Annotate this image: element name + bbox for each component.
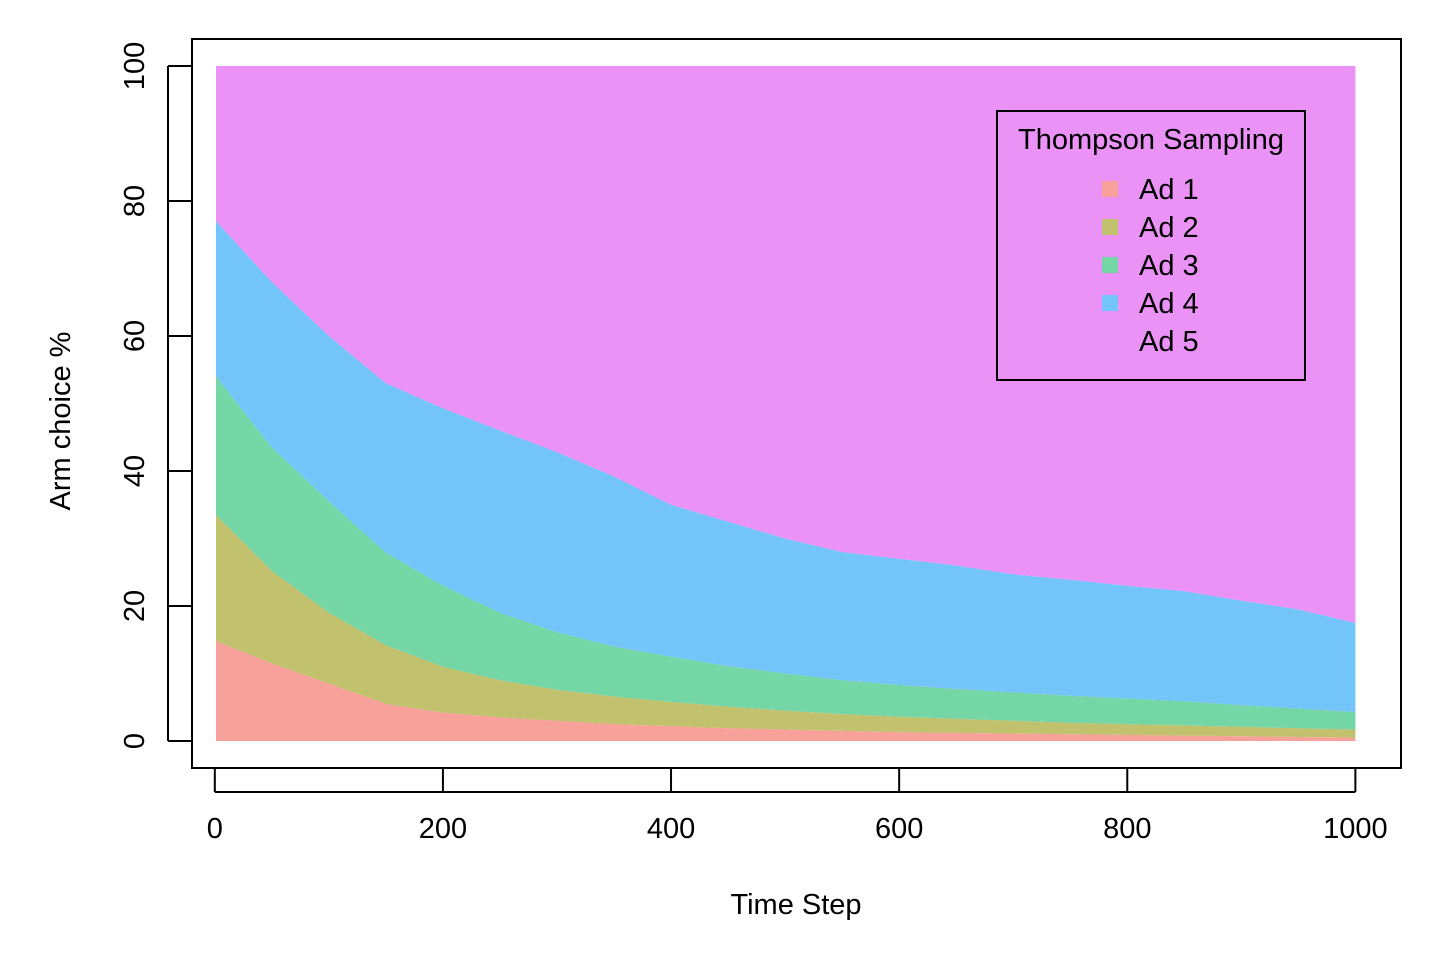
legend-title: Thompson Sampling <box>1018 124 1284 156</box>
legend-item: Ad 5 <box>1102 326 1199 358</box>
area-series-ad-4 <box>216 221 1356 713</box>
legend-label: Ad 1 <box>1139 174 1199 206</box>
area-series-ad-5 <box>216 66 1356 623</box>
area-series-ad-1 <box>216 641 1356 741</box>
y-tick-label: 100 <box>119 42 151 90</box>
legend-item: Ad 1 <box>1102 174 1199 206</box>
y-axis: 0 20 40 60 80 100 <box>119 42 192 749</box>
legend-label: Ad 3 <box>1139 250 1199 282</box>
area-series-group <box>216 66 1356 741</box>
legend-swatch <box>1102 295 1118 311</box>
x-tick-label: 1000 <box>1323 813 1388 845</box>
legend-label: Ad 2 <box>1139 212 1199 244</box>
legend-items: Ad 1 Ad 2 Ad 3 Ad 4 Ad 5 <box>1102 174 1199 358</box>
y-axis-title: Arm choice % <box>45 332 77 511</box>
area-series-ad-2 <box>216 514 1356 738</box>
x-tick-label: 800 <box>1103 813 1151 845</box>
area-series-ad-3 <box>216 376 1356 730</box>
y-tick-label: 0 <box>119 733 151 749</box>
x-tick-label: 400 <box>647 813 695 845</box>
y-tick-label: 80 <box>119 185 151 217</box>
legend-item: Ad 3 <box>1102 250 1199 282</box>
y-tick-label: 40 <box>119 455 151 487</box>
plot-frame <box>191 38 1402 769</box>
legend-swatch <box>1102 219 1118 235</box>
legend-label: Ad 4 <box>1139 288 1199 320</box>
x-axis-title: Time Step <box>730 889 861 921</box>
x-tick-label: 200 <box>419 813 467 845</box>
y-tick-label: 20 <box>119 590 151 622</box>
legend-frame <box>996 110 1306 381</box>
x-tick-label: 600 <box>875 813 923 845</box>
legend-item: Ad 2 <box>1102 212 1199 244</box>
legend-label: Ad 5 <box>1139 326 1199 358</box>
x-axis: 0 200 400 600 800 1000 <box>207 768 1388 845</box>
y-tick-label: 60 <box>119 320 151 352</box>
legend-swatch <box>1102 181 1118 197</box>
legend-swatch <box>1102 257 1118 273</box>
x-tick-label: 0 <box>207 813 223 845</box>
legend-item: Ad 4 <box>1102 288 1199 320</box>
legend: Thompson Sampling Ad 1 Ad 2 Ad 3 Ad 4 Ad 5 <box>996 110 1306 381</box>
legend-swatch <box>1102 333 1118 349</box>
